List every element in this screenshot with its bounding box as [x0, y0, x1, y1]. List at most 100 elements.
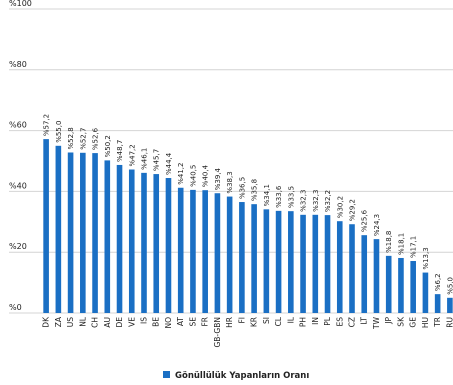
- bar: [67, 152, 74, 313]
- data-label: %52,8: [67, 127, 75, 149]
- bar: [116, 164, 123, 313]
- bar: [385, 255, 392, 313]
- x-tick-label: FI: [237, 317, 246, 324]
- y-tick-label: %100: [9, 0, 32, 8]
- bar: [43, 139, 49, 313]
- bar: [434, 294, 441, 313]
- bar: [214, 193, 221, 313]
- data-label: %48,7: [116, 140, 124, 162]
- data-label: %17,1: [410, 236, 418, 258]
- data-label: %41,2: [177, 163, 185, 185]
- x-tick-label: DE: [115, 317, 124, 328]
- bar: [324, 215, 331, 313]
- x-tick-label: ZA: [54, 316, 63, 327]
- legend-swatch: [163, 371, 170, 378]
- x-tick-label: DK: [42, 316, 51, 328]
- bars: [43, 139, 453, 313]
- y-tick-label: %60: [9, 121, 27, 130]
- x-tick-label: AT: [176, 317, 185, 327]
- x-tick-label: LT: [360, 317, 369, 325]
- x-tick-label: CZ: [348, 317, 357, 327]
- x-tick-label: TW: [372, 316, 381, 330]
- x-tick-label: GB-GBN: [213, 317, 222, 348]
- bar: [312, 214, 319, 313]
- data-label: %35,8: [251, 179, 259, 201]
- x-tick-label: CL: [274, 316, 283, 326]
- x-tick-label: KR: [250, 317, 259, 327]
- data-label: %40,4: [202, 164, 210, 187]
- x-tick-label: ES: [335, 317, 344, 327]
- data-label: %25,6: [361, 209, 369, 232]
- x-tick-label: JP: [384, 317, 393, 325]
- data-label: %5,0: [446, 277, 453, 295]
- data-label: %24,3: [373, 214, 381, 236]
- x-tick-label: US: [66, 317, 75, 327]
- data-label: %50,2: [104, 135, 112, 157]
- x-tick-label: CH: [91, 317, 100, 328]
- y-tick-label: %0: [9, 303, 22, 312]
- legend-label: Gönüllülük Yapanların Oranı: [175, 371, 309, 381]
- bar: [92, 153, 98, 313]
- data-label: %29,2: [349, 199, 357, 221]
- data-label: %38,3: [226, 171, 234, 193]
- data-label: %44,4: [165, 152, 173, 175]
- x-tick-label: SK: [396, 316, 405, 327]
- bar: [239, 202, 245, 313]
- x-tick-label: GE: [409, 317, 418, 328]
- data-label: %52,7: [79, 128, 87, 150]
- data-label: %34,1: [263, 184, 271, 206]
- x-tick-label: IS: [140, 317, 149, 324]
- y-tick-label: %80: [9, 60, 27, 69]
- data-label: %40,5: [189, 165, 197, 187]
- bar: [165, 178, 172, 313]
- x-tick-label: PH: [299, 317, 308, 327]
- x-tick-label: NO: [164, 317, 173, 329]
- x-tick-label: VE: [127, 317, 136, 327]
- bar: [336, 221, 343, 313]
- bar: [202, 190, 208, 313]
- bar: [398, 257, 404, 313]
- bar: [300, 214, 306, 313]
- data-label: %6,2: [434, 273, 442, 291]
- bar: [263, 209, 270, 313]
- x-tick-label: HR: [225, 317, 234, 328]
- x-tick-label: BE: [152, 317, 161, 327]
- bar: [349, 224, 355, 313]
- bar: [373, 239, 380, 313]
- data-label: %32,3: [312, 190, 320, 212]
- data-label: %55,0: [55, 121, 63, 143]
- data-label: %18,8: [385, 231, 393, 253]
- x-tick-label: TR: [433, 317, 442, 328]
- data-label: %57,2: [43, 114, 51, 136]
- bar: [361, 235, 368, 313]
- bar: [141, 172, 147, 313]
- x-tick-label: NL: [78, 316, 87, 327]
- x-tick-label: RU: [445, 317, 453, 328]
- data-label: %33,5: [287, 186, 295, 208]
- x-tick-label: SE: [188, 317, 197, 327]
- data-label: %32,2: [324, 190, 332, 212]
- x-tick-label: FR: [201, 317, 210, 327]
- legend: Gönüllülük Yapanların Oranı: [163, 371, 309, 381]
- data-labels: %57,2 %55,0 %52,8 %52,7 %52,6 %50,2 %48,7 %47,2…: [43, 114, 453, 295]
- data-label: %45,7: [153, 149, 161, 171]
- data-label: %33,6: [275, 185, 283, 208]
- bar: [153, 174, 160, 313]
- y-tick-label: %20: [9, 242, 27, 251]
- data-label: %18,1: [397, 233, 405, 255]
- x-axis-tick-labels: DK ZA US NL CH AU DE VE IS BE NO AT SE FR GB-GBN HR FI KR…: [42, 316, 453, 348]
- data-label: %13,3: [422, 247, 430, 269]
- data-label: %52,6: [92, 127, 100, 150]
- bar: [177, 187, 184, 313]
- bar: [410, 261, 416, 313]
- bar: [422, 272, 429, 313]
- bar: [104, 160, 111, 313]
- data-label: %30,2: [336, 196, 344, 218]
- x-tick-label: AU: [103, 317, 112, 328]
- bar: [275, 210, 282, 313]
- x-tick-label: IL: [286, 316, 295, 323]
- bar: [226, 196, 233, 313]
- data-label: %36,5: [238, 177, 246, 199]
- y-tick-label: %40: [9, 181, 27, 190]
